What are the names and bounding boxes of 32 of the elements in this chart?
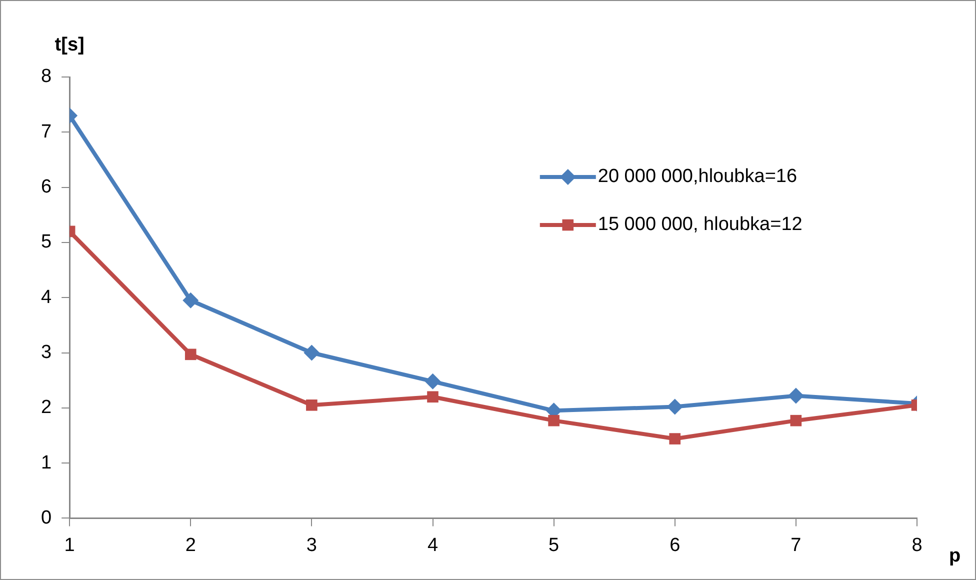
legend-label: 15 000 000, hloubka=12 — [598, 214, 802, 236]
y-tick-label: 8 — [40, 66, 52, 88]
point — [304, 344, 320, 361]
x-tick-label: 6 — [670, 534, 680, 556]
y-tick-label: 0 — [40, 507, 52, 528]
point — [184, 348, 196, 360]
y-tick-label: 1 — [40, 452, 52, 474]
point — [788, 388, 804, 404]
y-tick-label: 7 — [40, 121, 52, 142]
point — [424, 373, 441, 390]
point — [669, 433, 681, 444]
x-tick-label: 8 — [912, 534, 922, 556]
y-tick-label: 4 — [40, 286, 52, 308]
legend-label: 20 000 000,hloubka=16 — [598, 166, 798, 188]
x-tick-label: 3 — [306, 534, 317, 556]
point — [306, 399, 318, 411]
y-axis-title: t[s] — [54, 34, 84, 56]
x-axis-title: p — [949, 545, 961, 566]
point — [427, 391, 438, 403]
point — [666, 398, 683, 415]
y-tick-label: 2 — [40, 397, 52, 418]
point — [182, 292, 199, 308]
x-tick-label: 4 — [427, 534, 438, 556]
point — [790, 414, 802, 426]
point — [548, 414, 560, 426]
x-tick-label: 2 — [185, 534, 196, 556]
y-tick-label: 3 — [40, 342, 52, 363]
y-tick-label: 6 — [40, 176, 52, 198]
y-tick-label: 5 — [40, 232, 52, 253]
x-tick-label: 7 — [790, 534, 802, 556]
x-tick-label: 5 — [548, 534, 560, 556]
x-tick-label: 1 — [64, 534, 75, 556]
